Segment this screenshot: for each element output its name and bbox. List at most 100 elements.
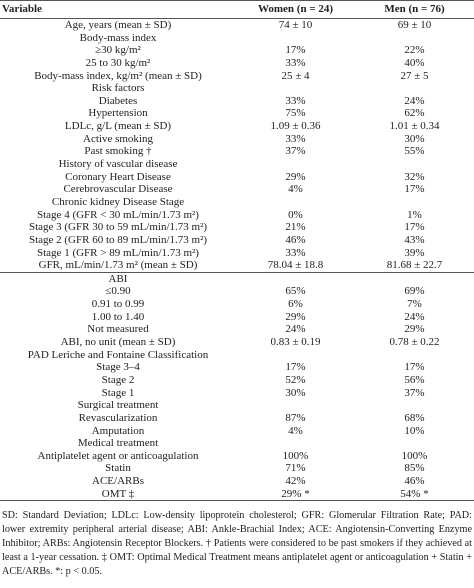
table-cell: 42%: [285, 475, 306, 488]
table-section: ABI ≤0.90 65% 69% 0.91 to 0.99 6% 7% 1.00 to 1.…: [0, 271, 474, 501]
table-row: PAD Leriche and Fontaine Classification: [0, 349, 474, 362]
table-cell: 17%: [404, 183, 425, 196]
table-cell: 33%: [285, 94, 306, 107]
table-row: Stage 3–4 17% 17%: [0, 361, 474, 374]
table-row: Amputation 4% 10%: [0, 425, 474, 438]
table-cell: 6%: [288, 298, 303, 311]
table-cell: 0.78 ± 0.22: [389, 336, 440, 349]
table-cell: Age, years (mean ± SD): [64, 19, 172, 31]
table-cell: 10%: [404, 424, 425, 437]
table-cell: 74 ± 10: [278, 19, 313, 31]
table-row: Stage 4 (GFR < 30 mL/min/1.73 m²) 0% 1%: [0, 209, 474, 222]
table-cell: GFR, mL/min/1.73 m² (mean ± SD): [38, 259, 198, 272]
table-cell: 0.91 to 0.99: [91, 298, 145, 311]
table-cell: ABI: [108, 272, 128, 285]
table-cell: 29%: [285, 170, 306, 183]
table: Variable Women (n = 24) Men (n = 76) Age…: [0, 0, 474, 502]
table-cell: 55%: [404, 145, 425, 158]
table-cell: 43%: [404, 233, 425, 246]
table-row: Surgical treatment: [0, 399, 474, 412]
table-row: ABI, no unit (mean ± SD) 0.83 ± 0.19 0.78 …: [0, 336, 474, 349]
table-section: Age, years (mean ± SD) 74 ± 10 69 ± 10 Body…: [0, 19, 474, 272]
table-cell: History of vascular disease: [58, 158, 178, 171]
table-cell: 100%: [401, 449, 428, 462]
table-row: 1.00 to 1.40 29% 24%: [0, 311, 474, 324]
table-cell: Amputation: [91, 424, 145, 437]
table-cell: 46%: [285, 233, 306, 246]
table-cell: Coronary Heart Disease: [65, 170, 171, 183]
table-row: Active smoking 33% 30%: [0, 133, 474, 146]
table-cell: 37%: [285, 145, 306, 158]
table-cell: 29%: [285, 310, 306, 323]
table-cell: 40%: [404, 56, 425, 69]
table-cell: 25 ± 4: [281, 69, 310, 82]
table-row: Chronic kidney Disease Stage: [0, 196, 474, 209]
table-cell: 33%: [285, 132, 306, 145]
table-cell: 24%: [285, 323, 306, 336]
table-row: Diabetes 33% 24%: [0, 95, 474, 108]
table-cell: 29% *: [281, 487, 310, 500]
table-row: LDLc, g/L (mean ± SD) 1.09 ± 0.36 1.01 ± 0…: [0, 120, 474, 133]
table-row: ≥30 kg/m² 17% 22%: [0, 44, 474, 57]
table-cell: 0.83 ± 0.19: [270, 336, 321, 349]
table-cell: Cerebrovascular Disease: [63, 183, 173, 196]
table-cell: 62%: [404, 107, 425, 120]
table-cell: Body-mass index: [79, 31, 157, 44]
table-cell: Stage 1 (GFR > 89 mL/min/1.73 m²): [37, 246, 199, 259]
table-cell: Chronic kidney Disease Stage: [51, 195, 185, 208]
table-cell: 25 to 30 kg/m²: [85, 56, 151, 69]
table-cell: 37%: [404, 386, 425, 399]
table-cell: Hypertension: [88, 107, 148, 120]
table-cell: 54% *: [400, 487, 429, 500]
table-cell: 78.04 ± 18.8: [267, 259, 324, 272]
table-cell: Stage 3–4: [96, 361, 140, 374]
table-cell: 39%: [404, 246, 425, 259]
table-row: 25 to 30 kg/m² 33% 40%: [0, 57, 474, 70]
table-row: GFR, mL/min/1.73 m² (mean ± SD) 78.04 ± 1…: [0, 259, 474, 272]
table-cell: Medical treatment: [77, 437, 159, 450]
table-cell: 27 ± 5: [400, 69, 429, 82]
table-row: Risk factors: [0, 82, 474, 95]
table-row: Not measured 24% 29%: [0, 323, 474, 336]
table-cell: 87%: [285, 411, 306, 424]
table-cell: 100%: [282, 449, 309, 462]
table-cell: PAD Leriche and Fontaine Classification: [27, 348, 209, 361]
table-row: Body-mass index, kg/m² (mean ± SD) 25 ± 4…: [0, 70, 474, 83]
table-cell: Revascularization: [78, 411, 158, 424]
table-row: Medical treatment: [0, 437, 474, 450]
table-cell: 4%: [288, 183, 303, 196]
table-cell: OMT ‡: [101, 487, 135, 500]
table-cell: Body-mass index, kg/m² (mean ± SD): [34, 69, 202, 82]
table-row: Stage 1 (GFR > 89 mL/min/1.73 m²) 33% 39%: [0, 247, 474, 260]
table-row: 0.91 to 0.99 6% 7%: [0, 298, 474, 311]
table-cell: Surgical treatment: [77, 399, 159, 412]
table-cell: 24%: [404, 94, 425, 107]
table-row: Past smoking † 37% 55%: [0, 145, 474, 158]
table-cell: Past smoking †: [84, 145, 152, 158]
table-row: Stage 3 (GFR 30 to 59 mL/min/1.73 m²) 21%…: [0, 221, 474, 234]
table-cell: Stage 3 (GFR 30 to 59 mL/min/1.73 m²): [28, 221, 208, 234]
table-row: Body-mass index: [0, 32, 474, 45]
table-cell: 75%: [285, 107, 306, 120]
header-cell: Men (n = 76): [384, 3, 445, 15]
table-cell: 69 ± 10: [397, 19, 432, 31]
table-row: Stage 1 30% 37%: [0, 387, 474, 400]
table-row: History of vascular disease: [0, 158, 474, 171]
table-cell: ABI, no unit (mean ± SD): [60, 336, 176, 349]
table-row: Cerebrovascular Disease 4% 17%: [0, 183, 474, 196]
table-row: Antiplatelet agent or anticoagulation 100…: [0, 450, 474, 463]
table-cell: 21%: [285, 221, 306, 234]
table-cell: 22%: [404, 44, 425, 57]
table-row: Coronary Heart Disease 29% 32%: [0, 171, 474, 184]
table-cell: Stage 4 (GFR < 30 mL/min/1.73 m²): [37, 208, 199, 221]
table-cell: Risk factors: [91, 82, 145, 95]
table-cell: 46%: [404, 475, 425, 488]
table-cell: 30%: [285, 386, 306, 399]
table-row: Statin 71% 85%: [0, 462, 474, 475]
table-cell: 33%: [285, 56, 306, 69]
table-row: Revascularization 87% 68%: [0, 412, 474, 425]
table-cell: ACE/ARBs: [92, 475, 144, 488]
header-row: Variable Women (n = 24) Men (n = 76): [0, 1, 474, 19]
table-row: ACE/ARBs 42% 46%: [0, 475, 474, 488]
table-cell: 29%: [404, 323, 425, 336]
